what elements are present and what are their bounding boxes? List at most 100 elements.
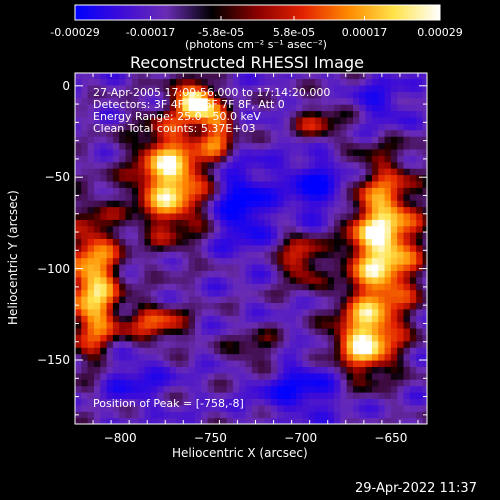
heatmap-cell [384,321,392,329]
heatmap-cell [182,334,190,342]
heatmap-cell [245,91,253,99]
heatmap-cell [353,289,360,297]
x-tick-label: −750 [193,431,227,445]
heatmap-cell [176,180,183,188]
heatmap-cell [125,257,133,265]
heatmap-cell [163,257,171,265]
heatmap-cell [163,289,171,297]
heatmap-cell [169,180,177,188]
heatmap-cell [195,257,202,265]
heatmap-cell [176,238,183,246]
heatmap-cell [157,296,164,303]
heatmap-cell [371,264,379,271]
heatmap-cell [81,91,89,99]
heatmap-cell [371,340,379,348]
heatmap-cell [232,360,240,367]
heatmap-cell [296,219,303,227]
heatmap-cell [416,91,424,99]
heatmap-cell [359,334,367,342]
heatmap-cell [359,187,367,195]
heatmap-cell [157,417,164,424]
heatmap-cell [182,180,190,188]
heatmap-cell [296,200,303,208]
heatmap-cell [87,91,95,99]
heatmap-cell [245,232,253,239]
heatmap-cell [321,104,329,112]
heatmap-cell [384,91,392,99]
heatmap-cell [169,270,177,278]
heatmap-cell [94,372,101,380]
heatmap-cell [296,187,303,195]
heatmap-cell [176,315,183,323]
heatmap-cell [163,180,171,188]
heatmap-cell [403,148,411,156]
heatmap-cell [296,308,303,316]
heatmap-cell [125,187,133,195]
heatmap-cell [277,302,285,310]
heatmap-cell [220,360,228,367]
heatmap-cell [384,392,392,399]
heatmap-cell [321,244,329,252]
heatmap-cell [112,404,120,412]
heatmap-cell [289,411,297,419]
heatmap-cell [75,123,82,131]
heatmap-cell [201,161,209,169]
heatmap-cell [232,411,240,419]
heatmap-cell [270,212,278,220]
heatmap-cell [365,161,373,169]
heatmap-cell [195,187,202,195]
heatmap-cell [340,392,348,399]
heatmap-cell [302,283,310,291]
heatmap-cell [131,148,139,156]
heatmap-cell [81,193,89,201]
heatmap-cell [409,340,417,348]
heatmap-cell [397,257,405,265]
heatmap-cell [308,404,316,412]
heatmap-cell [245,366,253,374]
heatmap-cell [169,321,177,329]
heatmap-cell [94,315,101,323]
heatmap-cell [283,174,291,182]
heatmap-cell [346,379,354,387]
heatmap-cell [245,136,253,144]
heatmap-cell [81,264,89,271]
heatmap-cell [245,417,253,424]
heatmap-cell [169,161,177,169]
heatmap-cell [334,276,341,284]
heatmap-cell [125,110,133,118]
heatmap-cell [390,97,398,105]
heatmap-cell [264,136,272,144]
heatmap-cell [359,174,367,182]
heatmap-cell [232,270,240,278]
heatmap-cell [371,366,379,374]
heatmap-cell [182,174,190,182]
heatmap-cell [232,283,240,291]
heatmap-cell [94,200,101,208]
heatmap-cell [321,398,329,406]
heatmap-cell [201,411,209,419]
heatmap-cell [296,148,303,156]
heatmap-cell [176,232,183,239]
heatmap-cell [409,417,417,424]
heatmap-cell [365,219,373,227]
heatmap-cell [416,116,424,124]
heatmap-cell [416,366,424,374]
heatmap-cell [308,257,316,265]
heatmap-cell [390,283,398,291]
heatmap-cell [239,78,247,86]
heatmap-cell [315,161,322,169]
heatmap-cell [150,353,158,361]
heatmap-cell [346,73,354,80]
heatmap-cell [270,238,278,246]
heatmap-cell [277,161,285,169]
heatmap-cell [131,315,139,323]
heatmap-cell [239,340,247,348]
heatmap-cell [100,193,108,201]
heatmap-cell [283,308,291,316]
heatmap-cell [163,283,171,291]
heatmap-cell [220,219,228,227]
heatmap-cell [239,129,247,137]
heatmap-cell [112,398,120,406]
heatmap-cell [220,73,228,80]
heatmap-cell [258,84,266,92]
